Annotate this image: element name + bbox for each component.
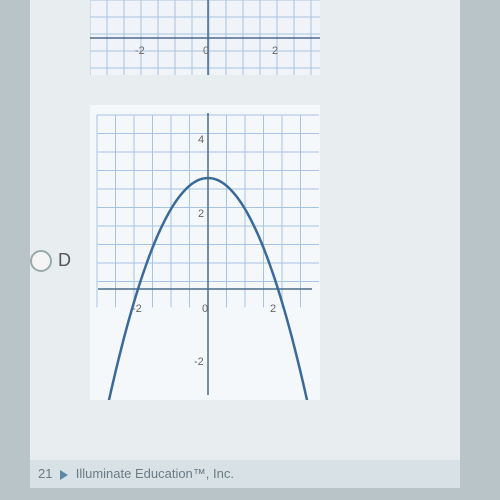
top-graph-svg: -2 0 2 xyxy=(90,0,320,75)
svg-text:-2: -2 xyxy=(132,303,142,315)
svg-text:2: 2 xyxy=(272,45,278,57)
main-graph: -2 0 2 4 2 -2 xyxy=(90,105,320,400)
svg-text:4: 4 xyxy=(198,134,204,146)
footer-year: 21 xyxy=(38,466,52,481)
top-graph-fragment: -2 0 2 xyxy=(90,0,320,75)
svg-text:-2: -2 xyxy=(194,356,204,368)
svg-text:0: 0 xyxy=(203,45,209,57)
screen-area: -2 0 2 -2 0 2 4 2 -2 D xyxy=(30,0,460,460)
svg-text:0: 0 xyxy=(202,303,208,315)
option-label: D xyxy=(58,250,71,271)
footer-bar: 21 Illuminate Education™, Inc. xyxy=(30,460,460,488)
main-graph-svg: -2 0 2 4 2 -2 xyxy=(90,105,320,400)
svg-text:2: 2 xyxy=(198,208,204,220)
svg-text:2: 2 xyxy=(270,303,276,315)
svg-text:-2: -2 xyxy=(135,45,145,57)
option-radio[interactable] xyxy=(30,250,52,272)
footer-text: Illuminate Education™, Inc. xyxy=(76,466,234,481)
play-icon xyxy=(60,470,68,480)
